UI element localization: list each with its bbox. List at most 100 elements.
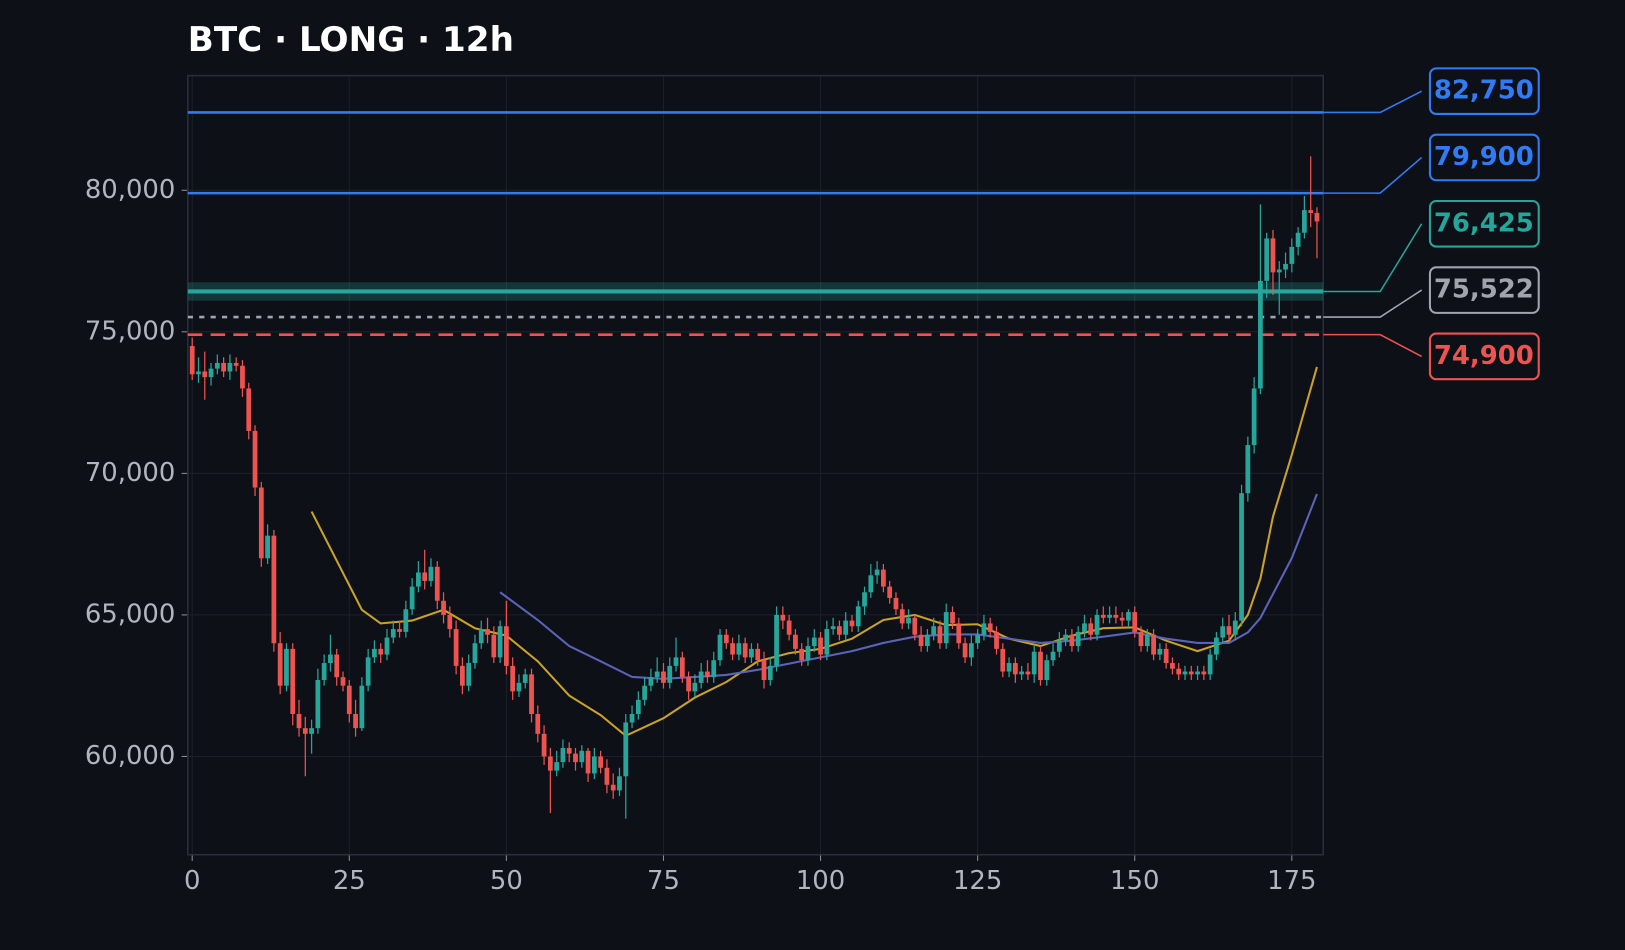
candle-body [1157, 648, 1163, 655]
candle-body [1170, 663, 1175, 669]
candle-body [811, 637, 817, 647]
candle-body [767, 665, 773, 681]
candle-body [1239, 493, 1244, 621]
candle-body [723, 634, 729, 644]
candle-body [346, 685, 352, 714]
candle-body [1270, 238, 1276, 273]
level-label: 75,522 [1434, 275, 1534, 305]
candle-body [1069, 634, 1075, 647]
candle-body [510, 665, 516, 692]
candle-body [1075, 631, 1081, 647]
candle-body [623, 722, 629, 777]
y-tick-label: 65,000 [85, 599, 176, 629]
level-label-box [1428, 332, 1540, 381]
candle-body [1264, 238, 1270, 281]
y-tick-label: 60,000 [85, 741, 176, 771]
candle-body [240, 365, 245, 389]
level-label-box [1428, 266, 1540, 314]
x-tick-label: 175 [1267, 866, 1316, 896]
candle-body [793, 634, 798, 649]
candle-body [202, 371, 208, 378]
candle-body [271, 535, 277, 644]
candle-body [1283, 263, 1288, 270]
level-label-box [1428, 67, 1540, 115]
y-tick-label: 70,000 [85, 458, 176, 488]
candle-body [654, 671, 660, 678]
candle-body [359, 685, 365, 729]
candle-body [397, 629, 402, 632]
candle-body [1006, 663, 1012, 672]
candle-body [1188, 671, 1194, 675]
candle-body [1245, 445, 1251, 494]
candle-body [428, 566, 434, 581]
candle-body [384, 637, 390, 655]
candle-body [717, 634, 723, 661]
candle-body [679, 657, 685, 678]
candle-body [1044, 660, 1050, 681]
candle-body [610, 784, 616, 791]
candle-body [585, 750, 591, 774]
candle-body [918, 634, 924, 647]
candle-body [749, 648, 754, 658]
candle-body [478, 629, 484, 644]
candle-body [1289, 246, 1295, 264]
candle-body [730, 643, 735, 655]
candle-body [912, 617, 918, 635]
candle-body [416, 572, 421, 587]
candle-body [290, 648, 296, 714]
level-connector [1323, 289, 1423, 318]
candle-body [321, 663, 327, 681]
candle-body [328, 654, 333, 664]
candle-body [635, 699, 641, 714]
candle-body [924, 634, 930, 647]
candle-body [962, 643, 968, 658]
candle-body [1295, 232, 1301, 247]
x-tick-label: 25 [333, 866, 366, 896]
candle-body [302, 728, 308, 734]
candle-body [315, 680, 321, 729]
candle-body [981, 623, 987, 635]
candle-body [881, 569, 886, 587]
candle-body [1019, 671, 1025, 675]
candle-body [1100, 614, 1106, 618]
candle-body [1201, 671, 1207, 675]
candle-body [956, 623, 962, 644]
candle-body [855, 606, 861, 627]
candle-body [547, 756, 553, 771]
candle-body [529, 674, 534, 714]
x-tick-label: 100 [796, 866, 845, 896]
candle-body [1151, 634, 1156, 655]
candle-body [258, 487, 264, 559]
candle-body [1025, 671, 1031, 675]
candle-body [340, 677, 346, 686]
candle-body [1038, 651, 1043, 681]
candle-body [862, 592, 867, 607]
candle-body [661, 671, 666, 683]
candle-body [497, 626, 503, 658]
candle-body [899, 609, 905, 624]
candle-body [1113, 614, 1119, 618]
x-tick-label: 150 [1110, 866, 1159, 896]
candle-body [554, 762, 560, 771]
level-label: 79,900 [1434, 142, 1534, 172]
ma-line [499, 493, 1318, 680]
candle-body [566, 747, 572, 754]
candle-body [950, 612, 955, 624]
candle-body [1138, 631, 1144, 647]
candle-body [309, 728, 314, 734]
candle-body [1302, 210, 1307, 233]
candle-body [1107, 614, 1112, 618]
candle-body [1314, 212, 1320, 222]
candle-body [673, 657, 679, 666]
candle-body [196, 371, 201, 375]
candle-body [516, 682, 522, 692]
candle-body [227, 362, 233, 372]
candle-body [818, 637, 823, 655]
candle-body [968, 643, 974, 658]
candle-body [535, 713, 541, 734]
candle-body [711, 660, 717, 678]
candle-body [233, 362, 239, 366]
candle-body [1088, 623, 1094, 635]
level-connector [1323, 333, 1423, 358]
